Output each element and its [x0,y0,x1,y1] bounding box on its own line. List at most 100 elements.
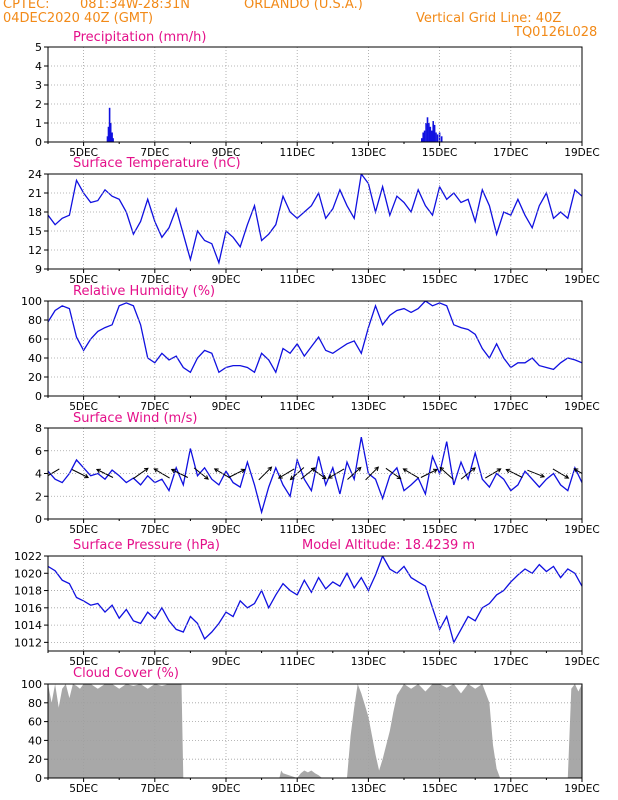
wind-arrow-head [471,467,476,472]
y-tick-label: 60 [28,716,42,729]
wind-arrow [153,468,170,479]
y-tick-label: 18 [28,206,42,219]
wind-arrow-head [573,468,579,473]
wind-arrow [505,468,523,478]
wind-arrow [258,466,273,481]
wind-arrow-head [289,475,295,481]
x-tick-label: 19DEC [564,401,599,413]
temp-series-line [48,174,582,265]
y-tick-label: 6 [35,445,42,458]
panel-temp: 9 12 15 18 21 24 5DEC 7DEC 9DEC 11DEC 13DEC 15DEC 17… [28,156,600,286]
x-tick-label: 11DEC [279,783,314,795]
x-tick-label: 19DEC [564,783,599,795]
x-tick-label: 7DEC [140,274,169,286]
y-tick-label: 9 [35,263,42,276]
wind-arrow-shaft [278,468,295,479]
wind-arrow-shaft [171,469,189,478]
x-tick-label: 11DEC [279,274,314,286]
wind-arrow-head [374,466,380,472]
precip-bar [435,132,437,142]
wind-arrow-shaft [420,469,438,478]
y-tick-label: 1022 [14,550,42,563]
x-tick-label: 13DEC [351,656,386,668]
x-tick-label: 7DEC [140,401,169,413]
x-tick-label: 9DEC [212,274,241,286]
x-tick-label: 17DEC [493,274,528,286]
precip-bar [428,123,430,142]
y-tick-label: 100 [21,678,42,691]
precip-bar [429,126,432,142]
x-tick-label: 7DEC [140,656,169,668]
x-tick-label: 19DEC [564,274,599,286]
y-tick-label: 0 [35,513,42,526]
y-tick-label: 15 [28,225,42,238]
y-tick-label: 1012 [14,636,42,649]
panel-title: Cloud Cover (%) [73,666,179,681]
y-tick-label: 3 [35,79,42,92]
x-tick-label: 17DEC [493,524,528,536]
rh-series-line [48,301,582,374]
wind-arrow-head [356,466,362,472]
panel-frame [47,555,583,652]
x-tick-label: 7DEC [140,783,169,795]
wind-arrow-head [396,474,402,480]
precip-bar [431,130,433,142]
y-tick-label: 2 [35,98,42,111]
y-tick-label: 1 [35,117,42,130]
x-tick-label: 19DEC [564,656,599,668]
wind-arrow-shaft [71,469,89,478]
x-tick-label: 13DEC [351,783,386,795]
wind-series-line [48,436,582,515]
precip-bar [436,134,439,142]
wind-arrow-head [240,468,246,474]
y-tick-label: 1016 [14,602,42,615]
wind-arrow-shaft [228,469,245,478]
x-tick-label: 9DEC [212,147,241,159]
panel-precip: 0 1 2 3 4 5 5DEC 7DEC 9DEC 11DEC 13DEC 15DEC 17DEC 19… [35,30,600,159]
y-tick-label: 21 [28,187,42,200]
x-tick-label: 5DEC [69,147,98,159]
precip-bar [112,138,114,142]
precip-bar [426,117,429,142]
precip-bar [108,107,111,142]
wind-arrow-shaft [574,468,582,475]
wind-arrow [365,466,380,481]
y-tick-label: 2 [35,490,42,503]
wind-arrow-head [143,467,149,473]
x-tick-label: 7DEC [140,524,169,536]
cloud-cover-area [48,684,582,778]
wind-arrow [527,469,546,478]
header-location: ORLANDO (U.S.A.) [244,0,363,12]
wind-arrow-shaft [132,467,149,480]
wind-arrow-head [267,466,273,472]
wind-arrow-head [505,468,511,474]
x-tick-label: 5DEC [69,401,98,413]
x-tick-label: 13DEC [351,147,386,159]
x-tick-label: 15DEC [422,783,457,795]
panel-frame [47,46,583,143]
x-tick-label: 5DEC [69,656,98,668]
y-tick-label: 80 [28,697,42,710]
x-tick-label: 15DEC [422,656,457,668]
wind-arrow-head [153,468,159,473]
panel-title: Surface Pressure (hPa) [73,538,220,553]
y-tick-label: 80 [28,314,42,327]
precip-bar [106,136,109,142]
y-tick-label: 40 [28,734,42,747]
y-tick-label: 4 [35,60,42,73]
x-tick-label: 5DEC [69,524,98,536]
wind-arrow-head [432,468,438,474]
wind-arrow-head [564,474,570,479]
wind-arrow [277,468,295,479]
header-grid-note: Vertical Grid Line: 40Z [416,11,562,26]
x-tick-label: 11DEC [279,147,314,159]
x-tick-label: 17DEC [493,401,528,413]
panel-data-layer [106,107,443,142]
panel-title: Precipitation (mm/h) [73,30,206,45]
wind-arrow [573,468,582,475]
x-tick-label: 9DEC [212,656,241,668]
precip-bar [440,136,443,142]
x-tick-label: 9DEC [212,524,241,536]
y-tick-label: 24 [28,168,42,181]
